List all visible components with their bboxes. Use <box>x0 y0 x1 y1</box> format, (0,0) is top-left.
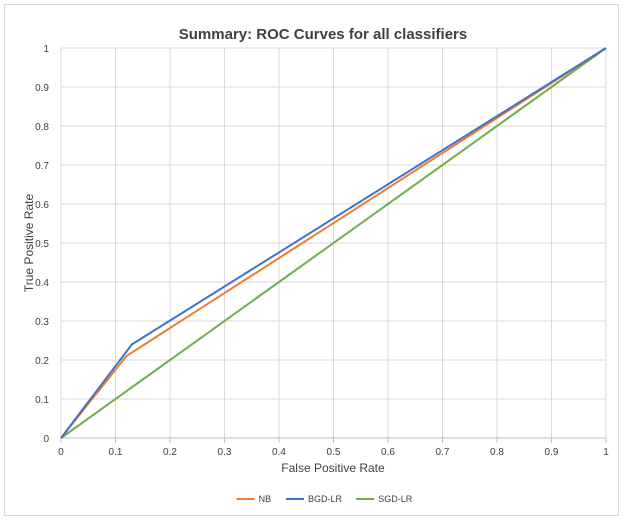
y-tick-label: 0.8 <box>35 122 49 133</box>
x-tick-label: 0.1 <box>109 447 123 458</box>
y-tick-label: 0.3 <box>35 317 49 328</box>
y-tick-label: 1 <box>43 44 49 55</box>
x-tick-label: 0.9 <box>545 447 559 458</box>
series-line-bgd-lr <box>60 47 607 439</box>
x-tick-label: 0.7 <box>436 447 450 458</box>
legend-label-nb: NB <box>259 494 272 504</box>
legend-item-sgd-lr: SGD-LR <box>356 494 413 504</box>
y-tick-label: 0.6 <box>35 200 49 211</box>
x-tick-label: 1 <box>603 447 609 458</box>
y-tick-label: 0 <box>43 434 49 445</box>
series-line-sgd-lr <box>60 47 607 439</box>
legend-item-nb: NB <box>236 494 272 504</box>
legend-label-bgd-lr: BGD-LR <box>308 494 343 504</box>
chart-frame <box>4 4 619 516</box>
y-tick-label: 0.2 <box>35 356 49 367</box>
chart-title: Summary: ROC Curves for all classifiers <box>179 26 467 43</box>
tick-labels: 0 0.1 0.2 0.3 0.4 0.5 0.6 0.7 0.8 0.9 1 0 0.1 0.2 0.3 0… <box>35 44 609 458</box>
y-axis-title: True Positive Rate <box>22 194 36 293</box>
y-tick-label: 0.9 <box>35 83 49 94</box>
y-tick-label: 0.1 <box>35 395 49 406</box>
x-tick-label: 0.5 <box>327 447 341 458</box>
x-tick-label: 0.2 <box>163 447 177 458</box>
series-lines <box>60 47 607 439</box>
y-tick-label: 0.4 <box>35 278 49 289</box>
legend: NB BGD-LR SGD-LR <box>236 494 413 504</box>
x-axis-title: False Positive Rate <box>281 461 385 475</box>
x-tick-label: 0 <box>58 447 64 458</box>
axes <box>60 437 607 443</box>
legend-label-sgd-lr: SGD-LR <box>378 494 413 504</box>
y-tick-label: 0.5 <box>35 239 49 250</box>
x-tick-label: 0.4 <box>272 447 286 458</box>
x-tick-label: 0.3 <box>218 447 232 458</box>
x-tick-label: 0.8 <box>490 447 504 458</box>
legend-item-bgd-lr: BGD-LR <box>286 494 343 504</box>
y-tick-label: 0.7 <box>35 161 49 172</box>
x-tick-label: 0.6 <box>381 447 395 458</box>
